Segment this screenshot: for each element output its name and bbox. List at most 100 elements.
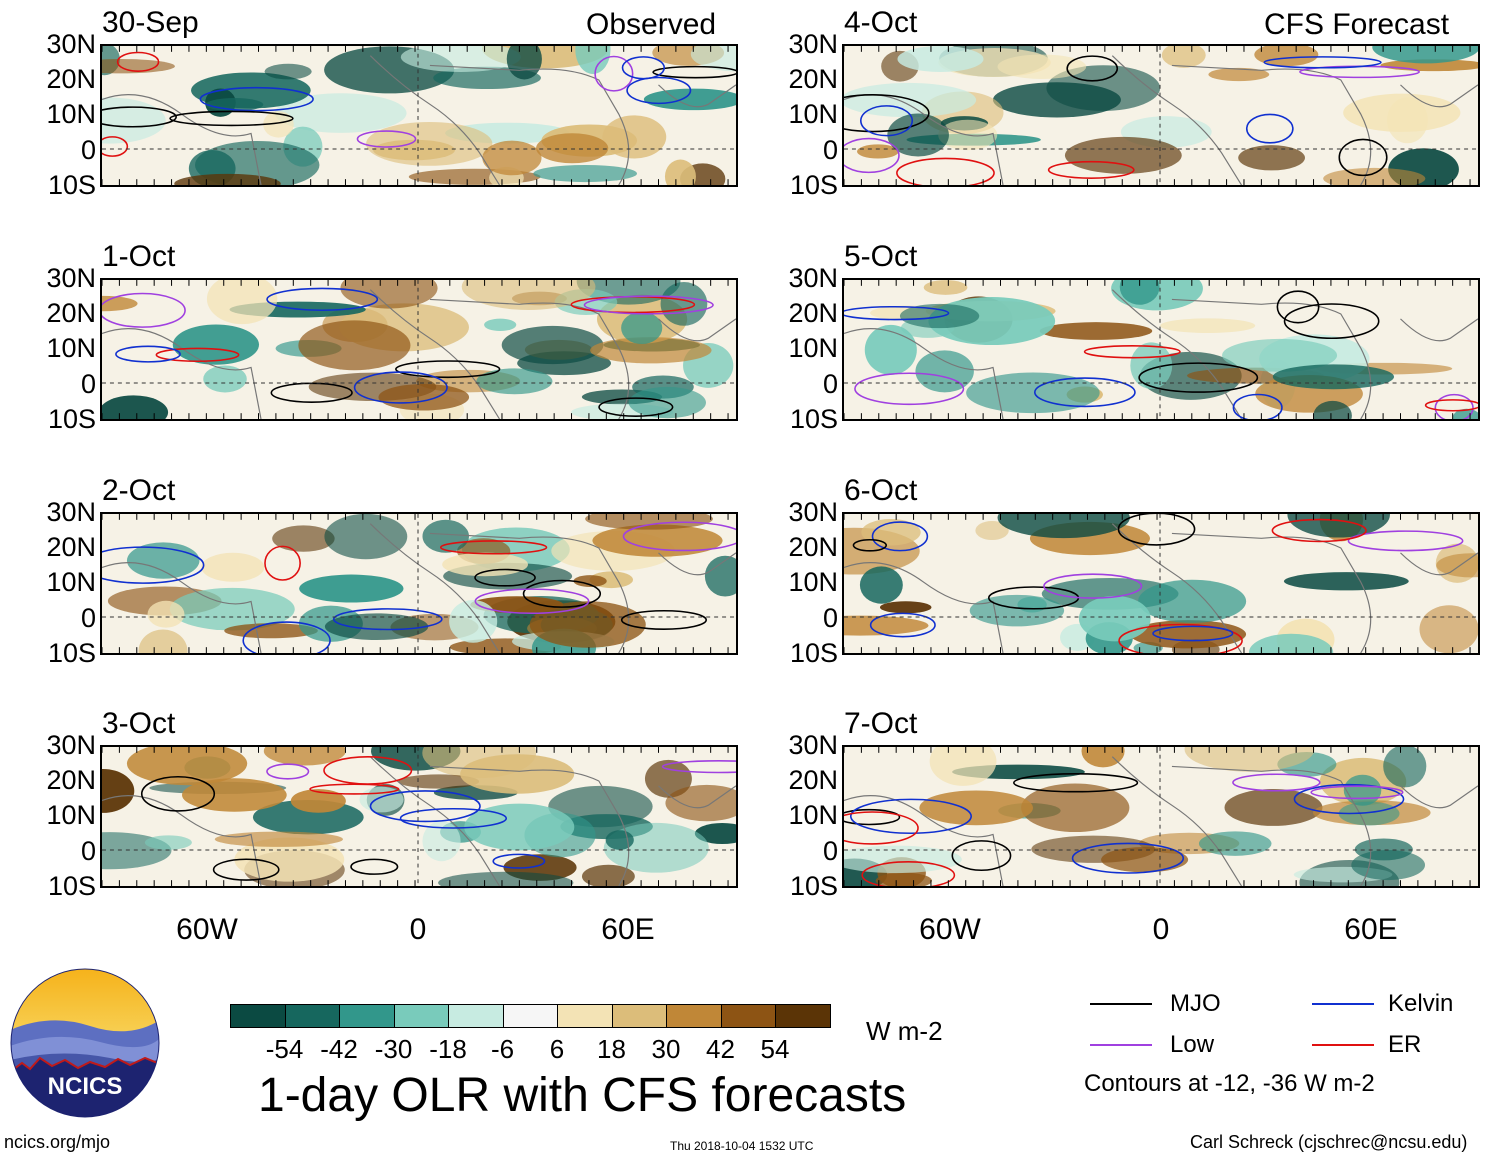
legend-low-label: Low bbox=[1170, 1031, 1215, 1058]
lon-label-0-left: 0 bbox=[409, 913, 427, 946]
lat-label: 10S bbox=[789, 871, 838, 901]
coastline bbox=[844, 328, 1004, 419]
lat-label: 0 bbox=[822, 603, 838, 633]
mjo-contour bbox=[1013, 773, 1139, 793]
olr-anomaly-patch bbox=[1383, 747, 1427, 788]
mjo-contour bbox=[951, 840, 1012, 872]
olr-anomaly-patch bbox=[438, 871, 574, 886]
legend-mjo-label: MJO bbox=[1170, 990, 1221, 1017]
olr-anomaly-patch bbox=[621, 311, 663, 345]
lat-label: 10S bbox=[789, 404, 838, 434]
olr-anomaly-patch bbox=[102, 97, 166, 144]
coastline bbox=[1171, 298, 1372, 419]
olr-anomaly-patch bbox=[1160, 318, 1256, 333]
olr-anomaly-patch bbox=[126, 747, 248, 786]
observed-map-panel bbox=[100, 44, 738, 187]
lat-label: 30N bbox=[788, 730, 838, 760]
olr-anomaly-patch bbox=[324, 613, 429, 640]
coastline bbox=[369, 523, 501, 653]
er-contour bbox=[896, 157, 995, 185]
olr-anomaly-patch bbox=[536, 133, 609, 164]
observed-panel-date: 1-Oct bbox=[102, 240, 176, 273]
lat-label: 10S bbox=[789, 170, 838, 200]
footer-url[interactable]: ncics.org/mjo bbox=[4, 1132, 111, 1152]
kelvin-contour bbox=[102, 546, 205, 584]
coastline bbox=[369, 55, 501, 185]
lat-label: 10N bbox=[46, 800, 96, 830]
olr-anomaly-patch bbox=[969, 594, 1065, 627]
olr-anomaly-patch bbox=[501, 325, 604, 365]
figure-title: 1-day OLR with CFS forecasts bbox=[258, 1069, 907, 1122]
forecast-map-panel bbox=[842, 745, 1480, 888]
coastline bbox=[102, 562, 262, 653]
olr-anomaly-patch bbox=[590, 337, 712, 364]
olr-anomaly-patch bbox=[644, 759, 692, 798]
olr-anomaly-patch bbox=[690, 46, 736, 72]
olr-anomaly-patch bbox=[585, 514, 713, 530]
olr-anomaly-patch bbox=[602, 115, 667, 159]
olr-anomaly-patch bbox=[861, 519, 921, 546]
olr-anomaly-patch bbox=[1138, 579, 1247, 623]
olr-anomaly-patch bbox=[529, 601, 646, 648]
forecast-header: CFS Forecast bbox=[1264, 8, 1450, 41]
olr-anomaly-patch bbox=[263, 111, 294, 138]
olr-anomaly-patch bbox=[1119, 280, 1160, 305]
lat-label: 30N bbox=[788, 497, 838, 527]
mjo-contour bbox=[1066, 55, 1119, 82]
olr-anomaly-patch bbox=[864, 324, 917, 375]
olr-anomaly-patch bbox=[1184, 747, 1315, 772]
olr-anomaly-patch bbox=[1343, 93, 1461, 132]
kelvin-contour bbox=[492, 853, 546, 869]
lat-label: 0 bbox=[80, 369, 96, 399]
olr-anomaly-patch bbox=[844, 615, 929, 636]
lat-label: 10S bbox=[789, 638, 838, 668]
olr-anomaly-patch bbox=[997, 514, 1130, 539]
legend-mjo-line bbox=[1090, 1003, 1152, 1005]
colorbar-tick-label: 54 bbox=[760, 1034, 790, 1064]
kelvin-contour bbox=[1034, 377, 1136, 408]
lat-label: 10S bbox=[47, 404, 96, 434]
er-contour bbox=[861, 861, 956, 886]
coastline bbox=[844, 795, 1004, 886]
colorbar-swatch bbox=[230, 1004, 286, 1028]
coastline bbox=[844, 562, 1004, 653]
olr-anomaly-patch bbox=[373, 139, 455, 161]
olr-anomaly-patch bbox=[992, 82, 1121, 118]
lat-label: 0 bbox=[80, 603, 96, 633]
mjo-contour bbox=[844, 94, 930, 133]
low-contour bbox=[594, 55, 634, 92]
mjo-contour bbox=[1138, 362, 1259, 393]
er-contour bbox=[102, 136, 129, 157]
kelvin-contour bbox=[369, 790, 481, 823]
colorbar-tick-label: -30 bbox=[374, 1034, 413, 1064]
olr-anomaly-patch bbox=[290, 789, 346, 813]
olr-anomaly-patch bbox=[102, 395, 169, 419]
mjo-contour bbox=[1276, 290, 1320, 324]
observed-header: Observed bbox=[586, 8, 717, 41]
lat-label: 30N bbox=[46, 263, 96, 293]
olr-anomaly-patch bbox=[102, 59, 175, 74]
er-contour bbox=[1083, 345, 1181, 359]
olr-anomaly-patch bbox=[1101, 847, 1189, 873]
colorbar-swatch bbox=[339, 1004, 395, 1028]
coastline bbox=[658, 785, 736, 809]
coastline bbox=[1400, 552, 1478, 576]
legend-low-line bbox=[1090, 1044, 1152, 1046]
lat-label: 30N bbox=[788, 263, 838, 293]
olr-anomaly-patch bbox=[174, 173, 281, 185]
lon-label-60e-left: 60E bbox=[601, 913, 655, 946]
forecast-map-panel bbox=[842, 278, 1480, 421]
lat-label: 0 bbox=[80, 836, 96, 866]
olr-anomaly-patch bbox=[1283, 572, 1409, 591]
lon-label-60w-left: 60W bbox=[176, 913, 238, 946]
olr-anomaly-patch bbox=[665, 784, 736, 822]
olr-anomaly-patch bbox=[875, 872, 932, 886]
kelvin-contour bbox=[859, 105, 914, 137]
olr-anomaly-patch bbox=[274, 93, 407, 133]
lat-label: 20N bbox=[788, 64, 838, 94]
coastline bbox=[658, 552, 736, 576]
olr-anomaly-patch bbox=[324, 514, 408, 560]
colorbar-swatch bbox=[666, 1004, 722, 1028]
footer-timestamp: Thu 2018-10-04 1532 UTC bbox=[670, 1139, 814, 1153]
kelvin-contour bbox=[199, 86, 314, 112]
